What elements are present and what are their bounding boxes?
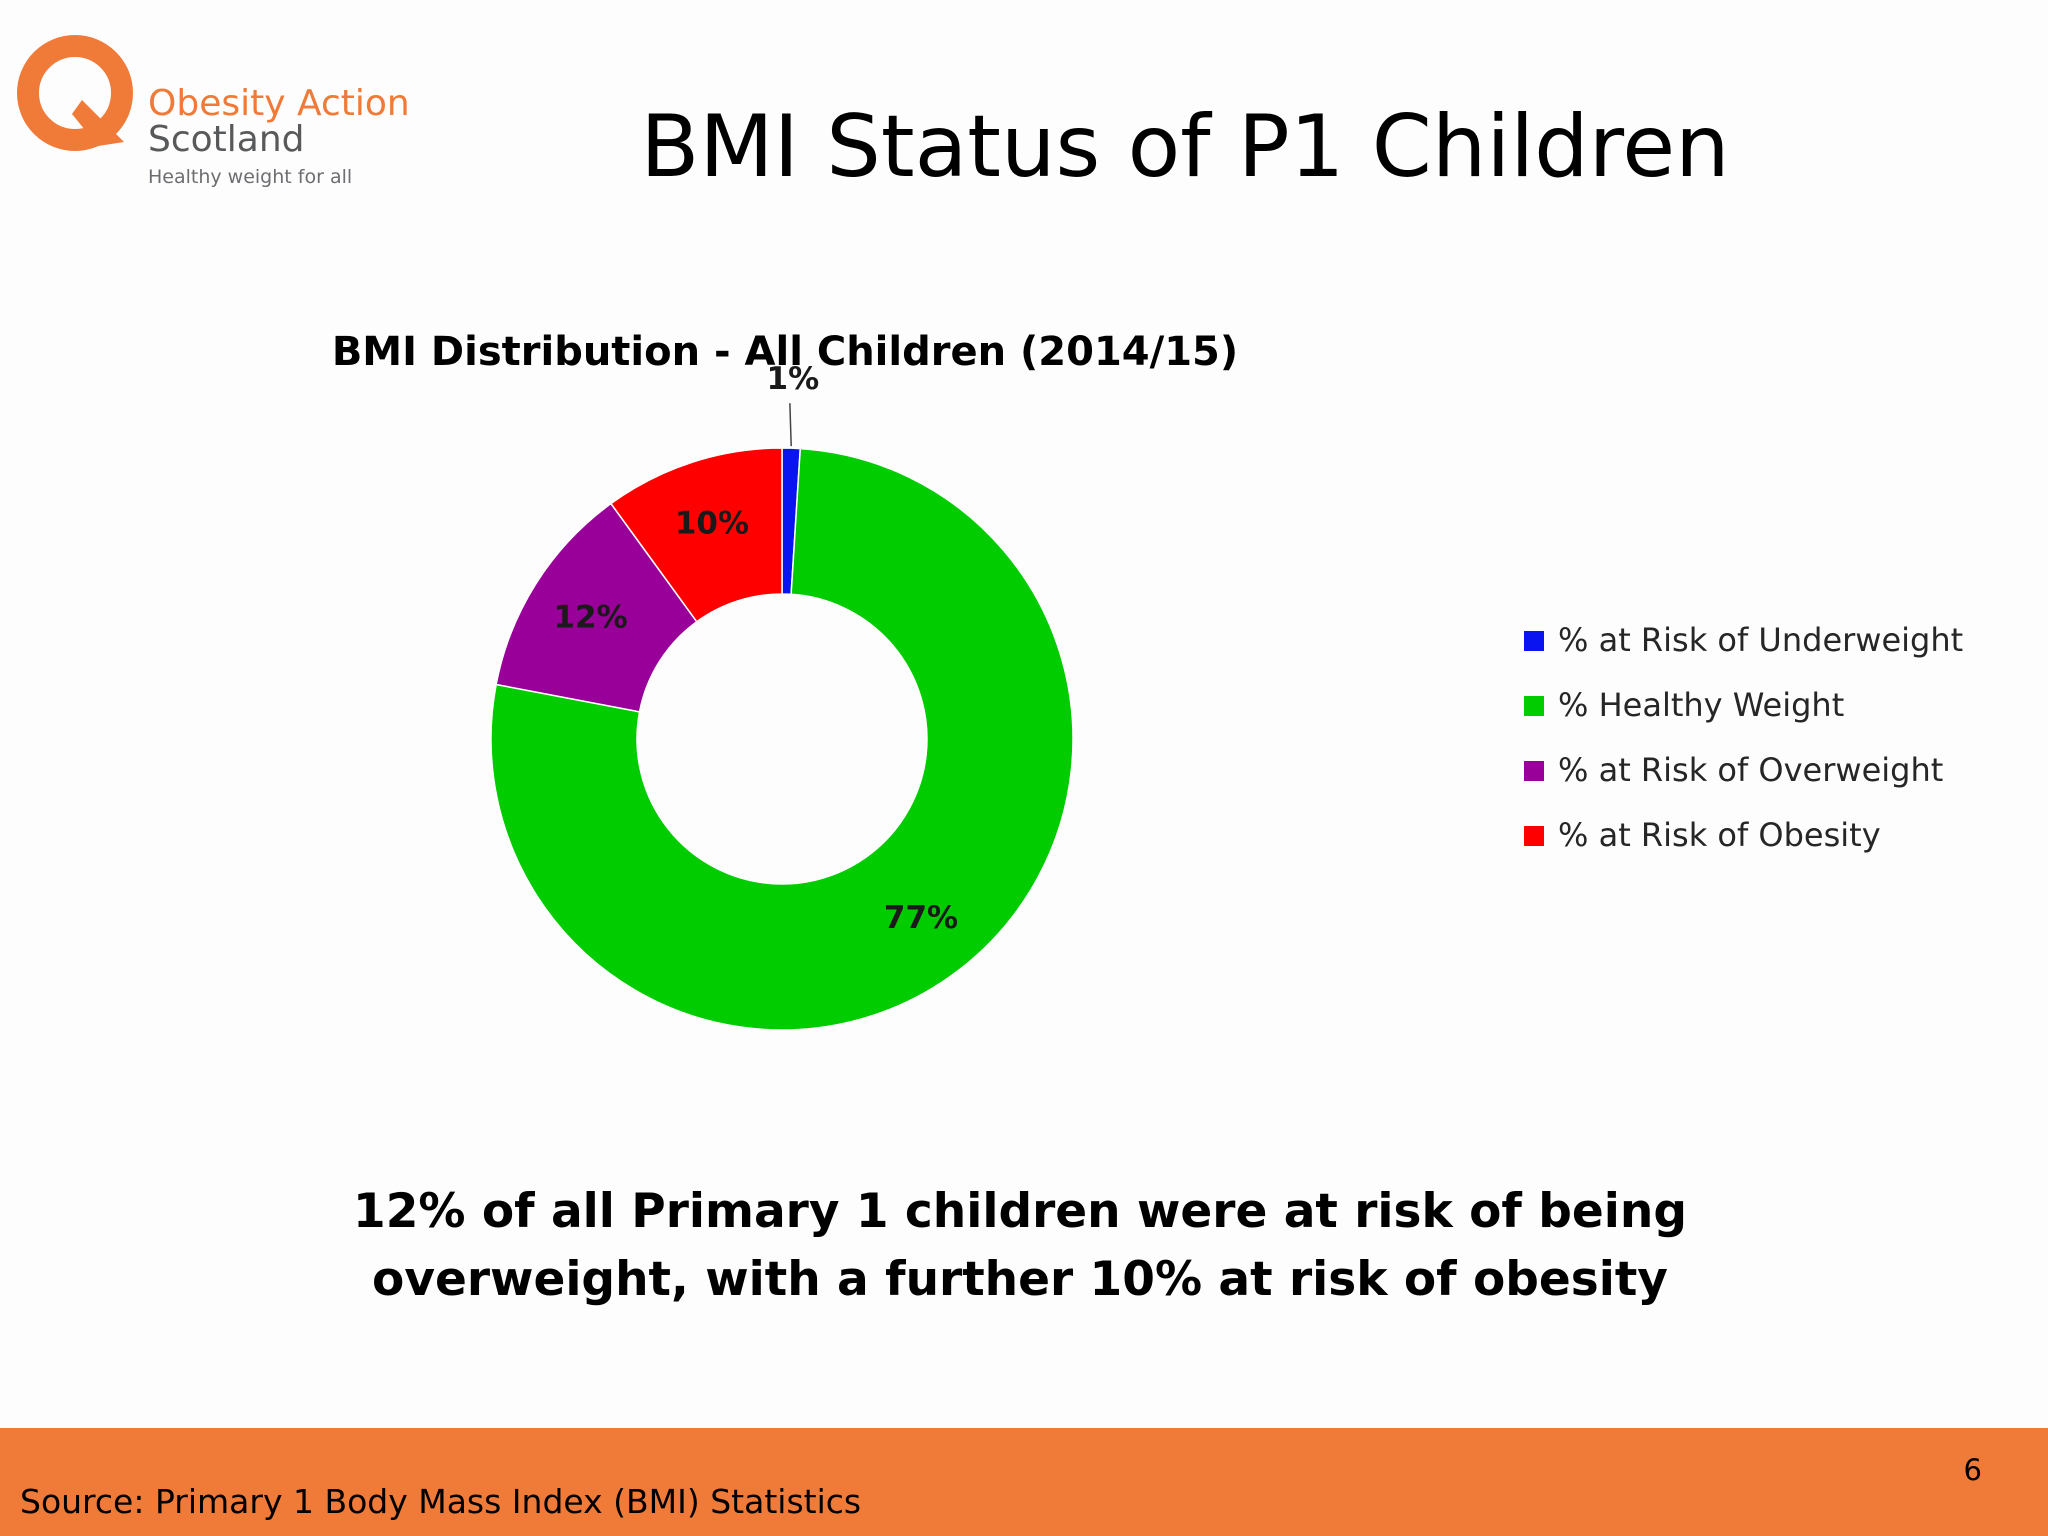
legend-label-obesity: % at Risk of Obesity <box>1558 816 1881 854</box>
legend-label-underweight: % at Risk of Underweight <box>1558 621 1964 659</box>
legend-swatch-obesity <box>1524 826 1544 846</box>
data-label-obesity: 10% <box>675 505 749 541</box>
footer-bar: 6 Source: Primary 1 Body Mass Index (BMI… <box>0 1428 2048 1536</box>
logo-name-line2: Scotland <box>148 119 305 160</box>
chart-slices <box>490 447 1074 1031</box>
slice-overweight <box>495 502 698 713</box>
slide-title: BMI Status of P1 Children <box>640 97 1730 197</box>
data-label-underweight: 1% <box>767 361 820 397</box>
leader-line-underweight <box>789 403 792 447</box>
logo-name-line1: Obesity Action <box>148 83 410 124</box>
logo-tagline: Healthy weight for all <box>148 166 353 188</box>
legend-swatch-overweight <box>1524 761 1544 781</box>
data-label-healthy-weight: 77% <box>884 900 958 936</box>
legend-swatch-healthy-weight <box>1524 696 1544 716</box>
chart-data-labels: 1% 77% 12% 10% <box>553 361 958 936</box>
key-finding-statement: 12% of all Primary 1 children were at ri… <box>353 1184 1687 1307</box>
legend-label-overweight: % at Risk of Overweight <box>1558 751 1944 789</box>
chart-title: BMI Distribution - All Children (2014/15… <box>331 329 1239 375</box>
legend-label-healthy-weight: % Healthy Weight <box>1558 686 1845 724</box>
data-label-overweight: 12% <box>553 599 627 635</box>
legend-swatch-underweight <box>1524 631 1544 651</box>
chart-leader-lines <box>789 403 792 447</box>
page-number: 6 <box>1963 1453 1982 1487</box>
slice-obesity <box>609 447 783 623</box>
source-citation: Source: Primary 1 Body Mass Index (BMI) … <box>20 1482 862 1521</box>
logo: Obesity Action Scotland Healthy weight f… <box>12 30 432 200</box>
logo-q-icon <box>17 35 133 151</box>
slice-healthy-weight <box>490 447 1074 1031</box>
